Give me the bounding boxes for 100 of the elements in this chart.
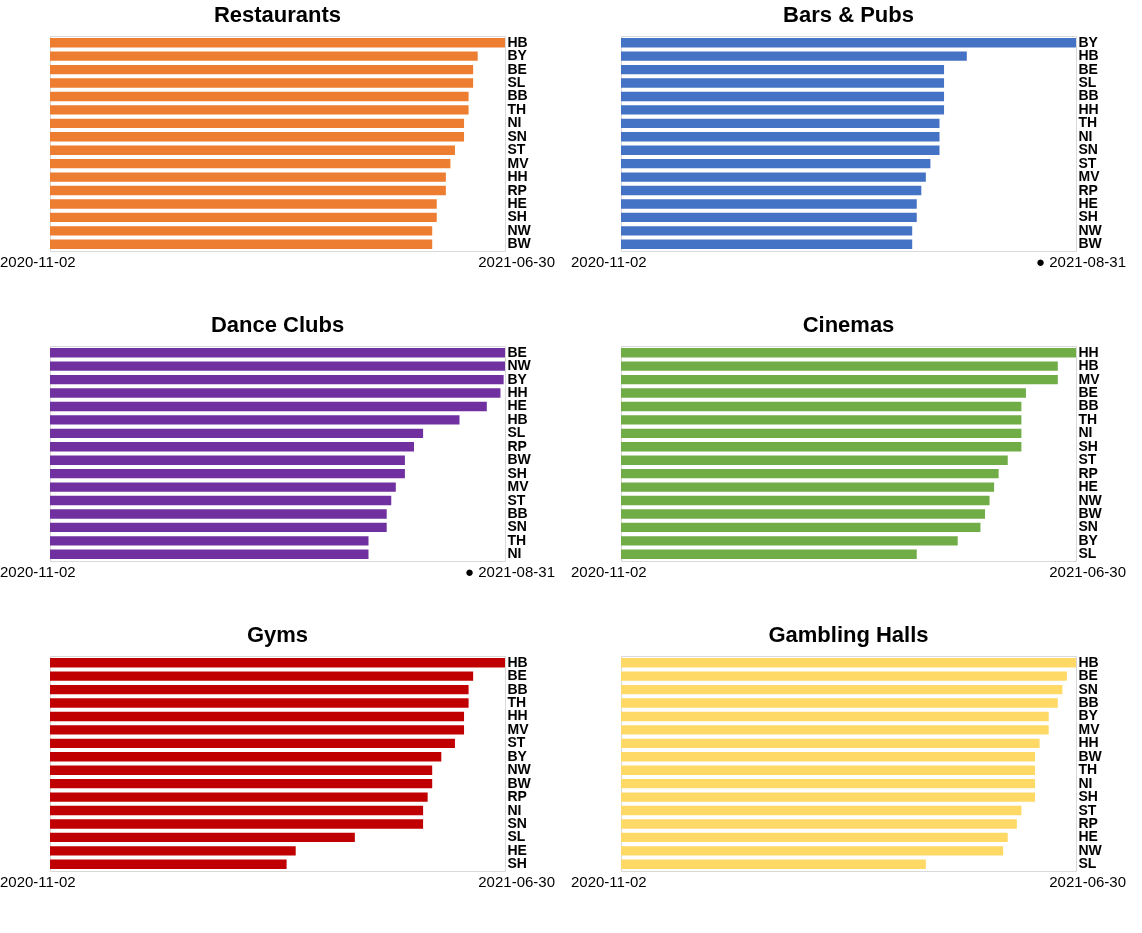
bar [50,38,505,48]
y-tick-label: BY [1078,33,1099,50]
bar [50,846,296,856]
bar [621,522,981,533]
bar [50,792,428,802]
text: 2020-11-02 [571,563,647,580]
bar [50,428,424,439]
bar [621,239,913,249]
y-tick-label: HB [507,33,528,50]
bar [50,374,504,385]
bar [621,428,1022,439]
y-tick-label: HB [1078,653,1099,670]
bar [50,819,424,829]
bar [50,778,433,789]
bar [50,509,387,519]
bar [50,78,474,88]
bar [621,698,1058,708]
bar [621,64,945,75]
bar [50,185,446,196]
bar [50,239,433,249]
bar [621,374,1058,385]
bar [621,91,945,102]
bar [50,212,437,223]
bar [50,684,469,695]
bar [50,536,369,546]
bar [50,348,505,358]
bar [621,38,1076,48]
bar [621,819,1017,829]
bar [50,752,442,762]
y-tick-label: SL [1078,545,1097,562]
y-tick-label: BE [507,343,527,360]
text: 2020-11-02 [0,253,76,270]
bar [50,455,405,465]
bar [50,832,355,843]
bar [621,132,940,142]
bar [50,64,474,75]
bar [621,172,926,182]
bar [621,536,958,546]
bar [621,78,945,88]
bar [621,805,1022,816]
bar [621,442,1022,452]
y-tick-label: HB [507,653,528,670]
bar [621,105,945,115]
text: 2021-06-30 [478,253,555,270]
bar [50,118,465,129]
bar [50,199,437,209]
bar [50,765,433,775]
chart-title: Dance Clubs [210,312,345,338]
bar [50,711,465,722]
bar [621,765,1036,775]
bar [621,226,913,236]
bar [621,509,985,519]
y-tick-label: HH [1078,343,1099,360]
bar [50,51,478,61]
bar [50,725,465,735]
bar [50,549,369,559]
text: 2020-11-02 [571,873,647,890]
bar [621,684,1063,695]
chart-title: Gambling Halls [768,622,929,648]
y-tick-label: BW [507,235,532,252]
bar [50,482,396,492]
chart-title: Restaurants [213,2,342,28]
bar [621,832,1008,843]
chart-title: Gyms [246,622,309,648]
bar [50,172,446,182]
text: 2020-11-02 [0,563,76,580]
bar [50,415,460,425]
bar [50,361,505,371]
bar [621,738,1040,749]
bar [621,468,999,479]
text: 2021-06-30 [1049,873,1126,890]
bar [621,778,1036,789]
bar [50,671,474,681]
bar [621,361,1058,371]
bar [50,132,465,142]
bar [50,105,469,115]
bar [50,145,455,155]
bar [50,468,405,479]
bar [50,158,451,169]
bar [50,226,433,236]
bar [621,658,1076,668]
bar [50,91,469,102]
text: 2020-11-02 [0,873,76,890]
bar [621,549,917,559]
bar [621,846,1004,856]
bar [621,711,1049,722]
bar [621,199,917,209]
bar [50,495,392,506]
bar [50,805,424,816]
bar [621,401,1022,412]
chart-title: Bars & Pubs [783,2,914,28]
bar [621,455,1008,465]
bar [50,658,505,668]
bar [621,482,995,492]
bar [621,185,922,196]
chart-title: Cinemas [802,312,895,338]
bar [50,698,469,708]
bar [621,415,1022,425]
bar [621,212,917,223]
bar [621,51,967,61]
